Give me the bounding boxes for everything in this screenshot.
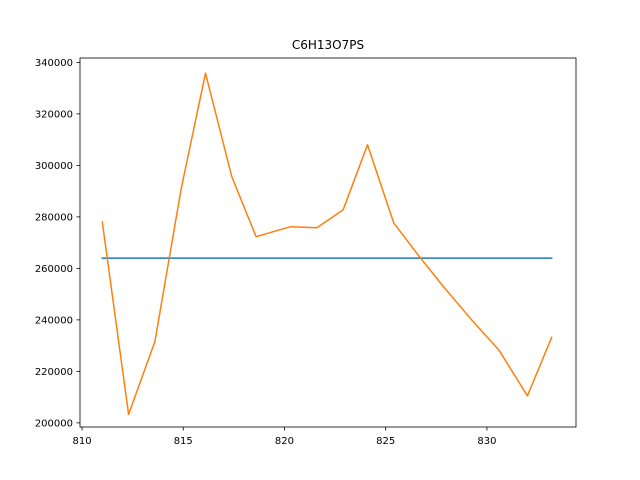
x-tick-label: 830 [477,436,496,447]
x-tick-label: 825 [376,436,395,447]
x-tick-label: 820 [275,436,294,447]
y-tick-label: 240000 [35,315,73,326]
y-tick-label: 320000 [35,109,73,120]
series-line-2 [101,72,553,416]
x-tick-label: 815 [174,436,193,447]
x-tick-label: 810 [72,436,91,447]
plot-frame [79,57,577,428]
axes-layer: 810 815 820 825 830 200000 220000 240000 260000 2… [35,58,497,447]
chart-title: C6H13O7PS [292,38,364,52]
y-tick-label: 200000 [35,418,73,429]
y-tick-label: 280000 [35,212,73,223]
y-tick-label: 260000 [35,264,73,275]
y-tick-label: 300000 [35,161,73,172]
series-layer [101,72,553,416]
y-tick-label: 340000 [35,58,73,69]
y-tick-label: 220000 [35,367,73,378]
